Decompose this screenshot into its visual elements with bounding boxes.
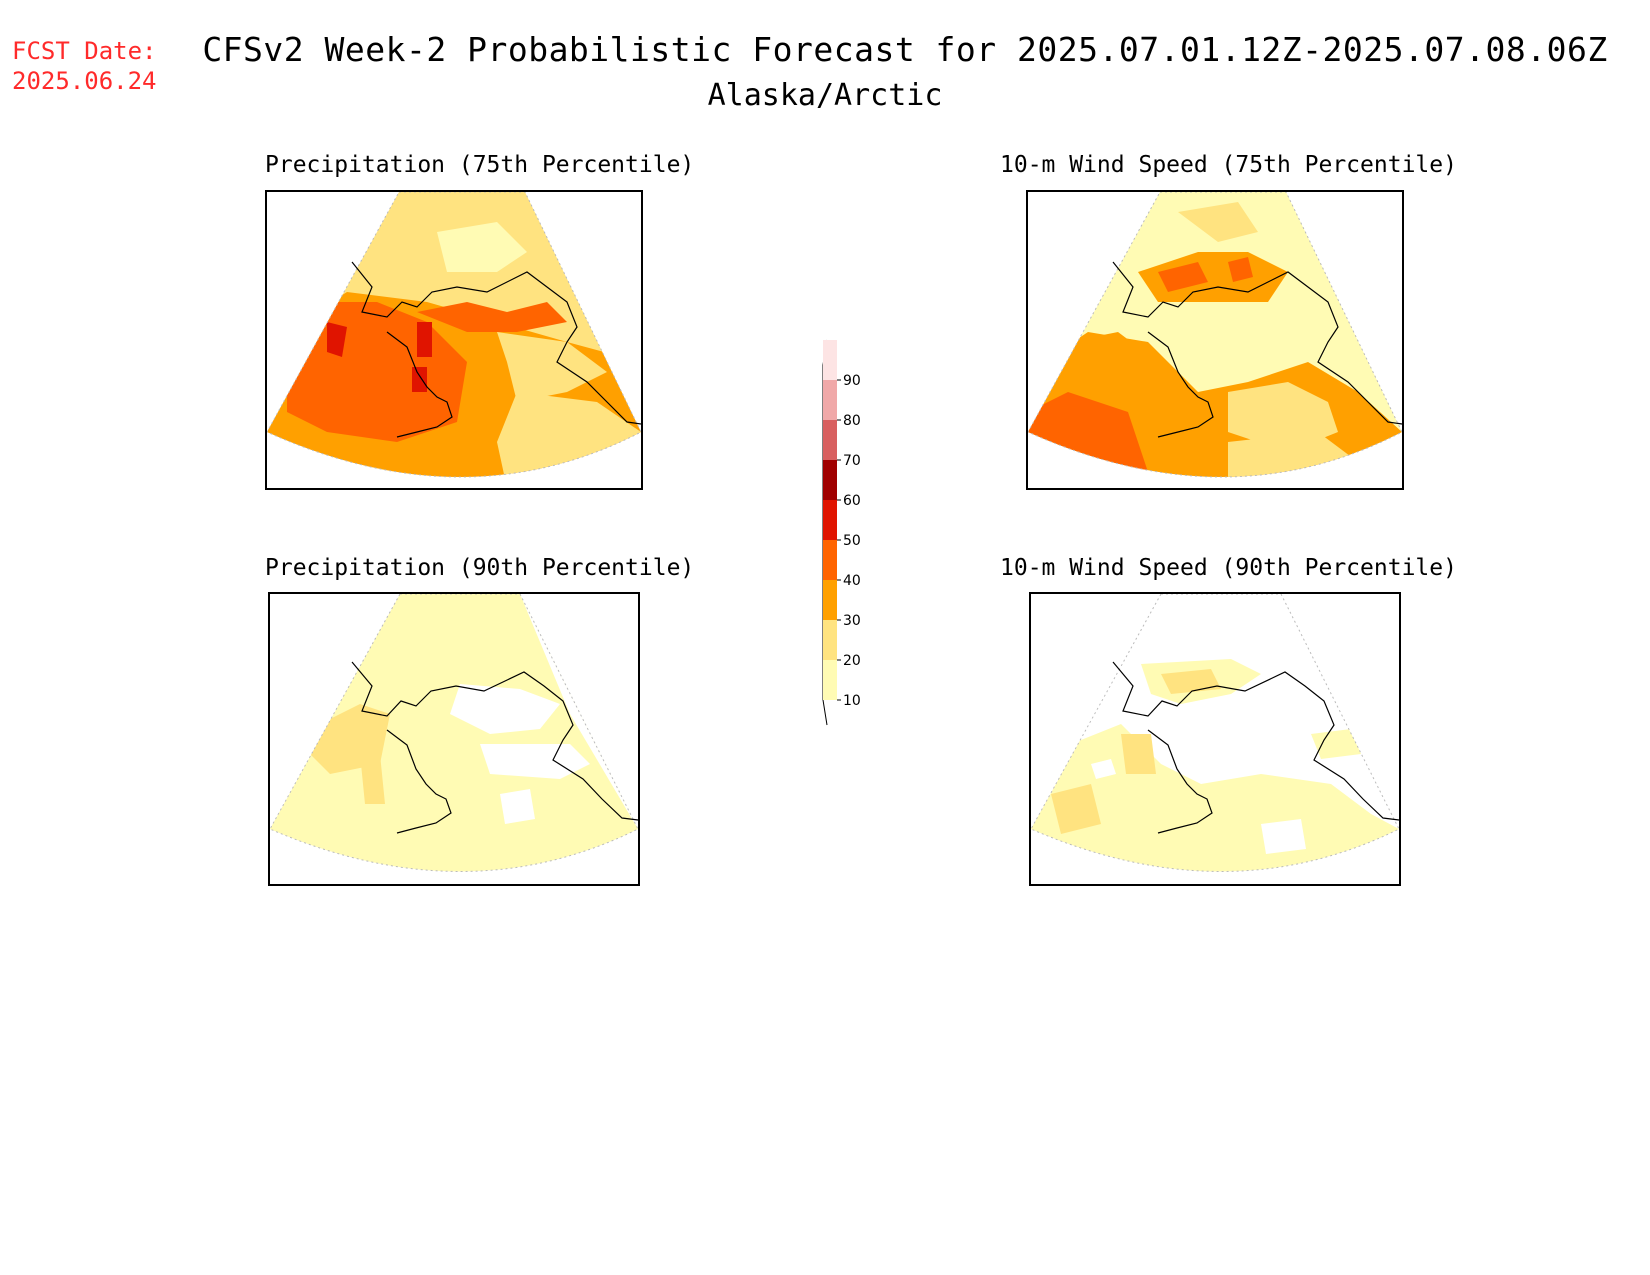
panel-title-wind-75: 10-m Wind Speed (75th Percentile) (1000, 152, 1457, 178)
panel-title-precip-90: Precipitation (90th Percentile) (265, 555, 695, 581)
page-title: CFSv2 Week-2 Probabilistic Forecast for … (0, 30, 1650, 69)
colorbar-label: 40 (843, 573, 861, 589)
map-wind-90 (1031, 594, 1399, 872)
colorbar-label: 90 (843, 373, 861, 389)
colorbar-swatch (823, 340, 837, 380)
colorbar-label: 80 (843, 413, 861, 429)
map-panel-wind-90 (1029, 592, 1401, 886)
colorbar-label: 30 (843, 613, 861, 629)
colorbar-label: 20 (843, 653, 861, 669)
colorbar-label: 70 (843, 453, 861, 469)
page-title-text: CFSv2 Week-2 Probabilistic Forecast for … (202, 30, 1608, 69)
map-panel-precip-90 (268, 592, 640, 886)
colorbar-swatch (823, 620, 837, 660)
panel-title-precip-75: Precipitation (75th Percentile) (265, 152, 695, 178)
map-precip-90 (270, 594, 638, 872)
panel-title-wind-90: 10-m Wind Speed (90th Percentile) (1000, 555, 1457, 581)
map-wind-75 (1028, 192, 1402, 478)
map-panel-wind-75 (1026, 190, 1404, 490)
colorbar-swatch (823, 500, 837, 540)
colorbar-swatch (823, 580, 837, 620)
colorbar-swatch (823, 540, 837, 580)
forecast-date-label: FCST Date: (12, 37, 157, 65)
colorbar-label: 10 (843, 693, 861, 709)
forecast-date-block: FCST Date: 2025.06.24 (12, 36, 157, 96)
colorbar-svg: 10 20 30 40 50 60 70 80 90 (822, 339, 861, 726)
colorbar-swatch (823, 660, 837, 700)
colorbar-swatch (823, 380, 837, 420)
map-panel-precip-75 (265, 190, 643, 490)
map-precip-75 (267, 192, 641, 478)
colorbar-swatch (823, 420, 837, 460)
page-subtitle: Alaska/Arctic (707, 78, 943, 113)
colorbar-label: 60 (843, 493, 861, 509)
colorbar: 10 20 30 40 50 60 70 80 90 (820, 335, 880, 735)
colorbar-swatch (823, 460, 837, 500)
forecast-date-value: 2025.06.24 (12, 67, 157, 95)
colorbar-label: 50 (843, 533, 861, 549)
